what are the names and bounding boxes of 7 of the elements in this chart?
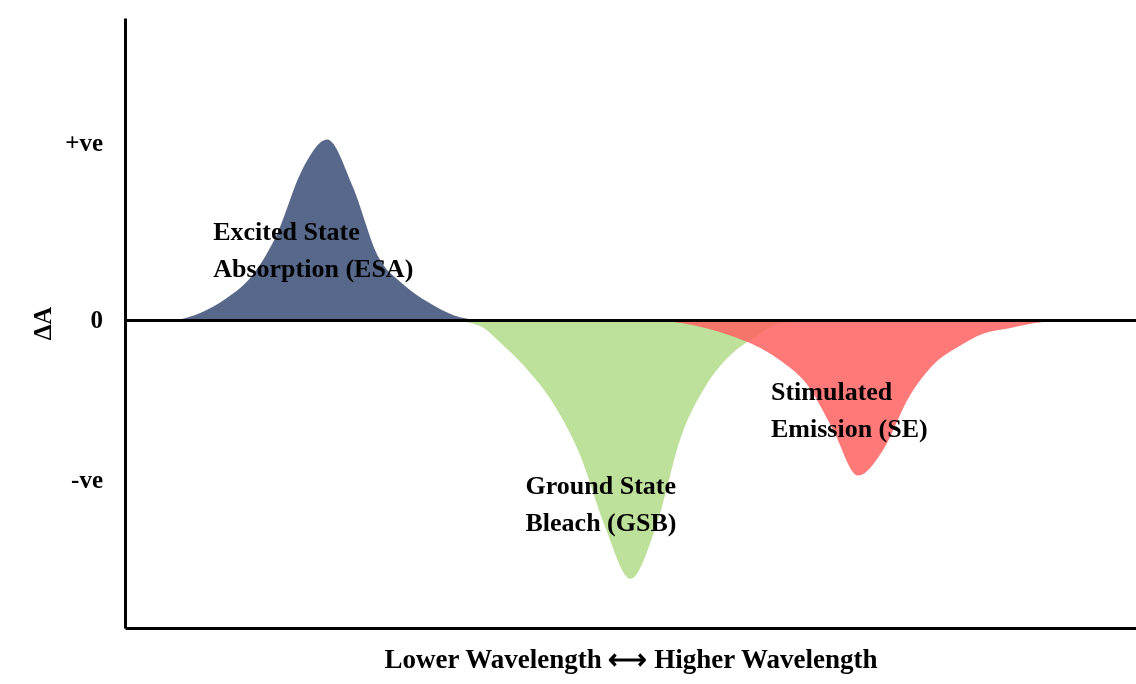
- x-axis-title: Lower Wavelength ⟷ Higher Wavelength: [384, 643, 878, 674]
- text: -ve: [71, 466, 103, 493]
- text: +ve: [65, 129, 103, 156]
- text: 0: [90, 306, 103, 333]
- series-label: Stimulated Emission (SE): [770, 376, 928, 443]
- series-label: Ground State Bleach (GSB): [525, 470, 677, 537]
- y-axis-title: ΔA: [28, 306, 56, 341]
